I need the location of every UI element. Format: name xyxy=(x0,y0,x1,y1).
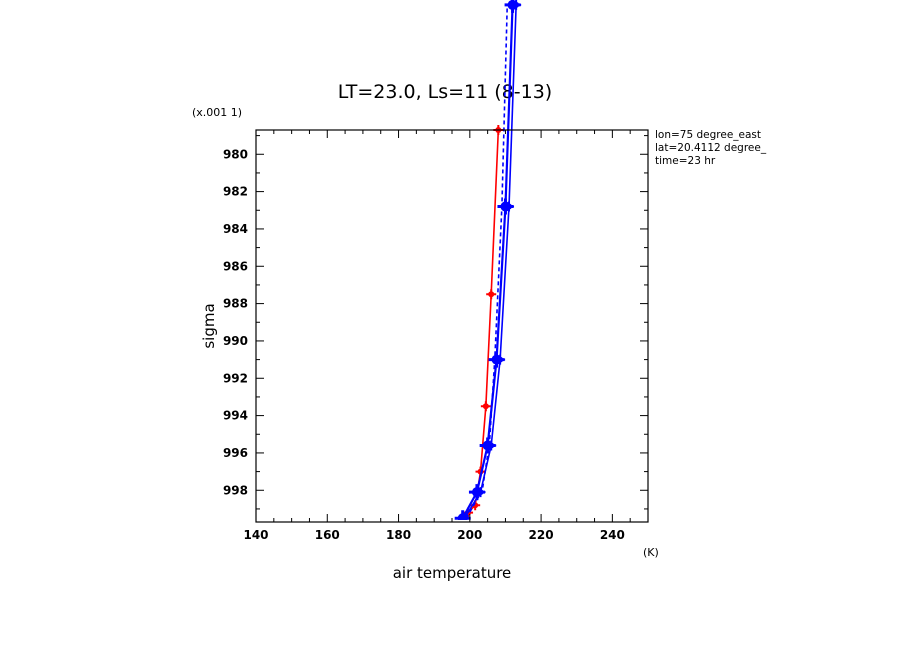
data-point-cross xyxy=(511,0,522,10)
x-tick-label: 200 xyxy=(457,528,482,542)
x-tick-label: 140 xyxy=(243,528,268,542)
y-tick-label: 984 xyxy=(223,222,248,236)
y-tick-label: 986 xyxy=(223,259,248,273)
data-point-cross xyxy=(504,201,515,212)
chart-title: LT=23.0, Ls=11 (8-13) xyxy=(338,81,552,103)
data-point-cross xyxy=(459,513,470,520)
data-point-cross xyxy=(480,401,491,412)
series-line xyxy=(461,129,500,520)
x-tick-label: 180 xyxy=(386,528,411,542)
info-line: time=23 hr xyxy=(655,155,716,167)
y-tick-label: 998 xyxy=(223,483,248,497)
y-tick-label: 980 xyxy=(223,147,248,161)
x-tick-label: 220 xyxy=(529,528,554,542)
info-line: lat=20.4112 degree_ xyxy=(655,142,767,154)
x-tick-label: 240 xyxy=(600,528,625,542)
y-axis-label: sigma xyxy=(200,303,218,348)
series-line xyxy=(465,4,509,519)
x-axis: 140 160 180 200 220 240 xyxy=(243,130,649,542)
x-axis-label: air temperature xyxy=(393,564,512,582)
plot-frame xyxy=(255,129,649,523)
y-multiplier-label: (x.001 1) xyxy=(192,106,242,119)
y-tick-label: 982 xyxy=(223,185,248,199)
y-tick-label: 996 xyxy=(223,446,248,460)
y-tick-label: 988 xyxy=(223,297,248,311)
y-tick-label: 990 xyxy=(223,334,248,348)
data-point-cross xyxy=(486,440,497,451)
info-line: lon=75 degree_east xyxy=(655,129,761,141)
data-point-cross xyxy=(486,289,497,300)
data-point-cross xyxy=(495,354,506,365)
x-tick-label: 160 xyxy=(315,528,340,542)
y-tick-label: 992 xyxy=(223,371,248,385)
y-tick-label: 994 xyxy=(223,409,248,423)
x-unit-label: (K) xyxy=(643,546,659,559)
y-axis: 980 982 984 986 988 990 992 994 996 998 xyxy=(223,135,648,510)
series-group xyxy=(454,0,522,520)
